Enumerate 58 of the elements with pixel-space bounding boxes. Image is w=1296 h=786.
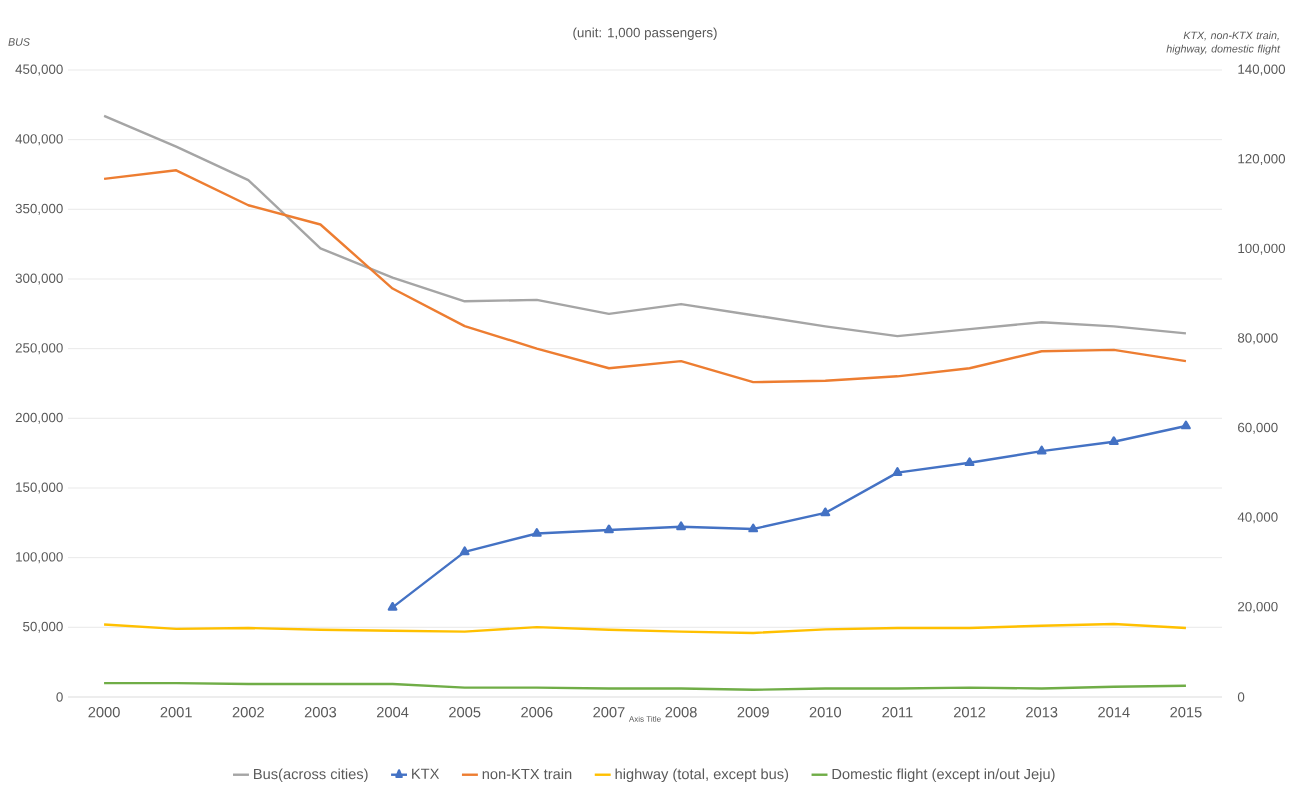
legend-label: KTX — [412, 768, 440, 779]
line-series — [102, 114, 1188, 338]
point — [1181, 420, 1191, 430]
y-tick-label: 50,000 — [23, 621, 63, 633]
x-tick-label: 2015 — [1170, 706, 1202, 718]
point — [604, 524, 614, 534]
x-tick-label: 2004 — [376, 706, 409, 718]
y-tick-label: 150,000 — [16, 482, 63, 494]
point — [820, 507, 831, 517]
point — [459, 546, 470, 556]
point — [748, 523, 759, 533]
y-axis-title: BUS — [8, 38, 30, 46]
y2-tick-label: 0 — [1237, 692, 1245, 702]
point — [676, 521, 686, 530]
y-tick-label: 450,000 — [15, 64, 63, 76]
x-tick-label: 2003 — [304, 706, 337, 718]
x-tick-label: 2010 — [809, 706, 842, 718]
x-tick-label: 2009 — [737, 706, 769, 718]
y2-axis-title: KTX, non-KTX train, highway, domestic flight — [1166, 31, 1281, 55]
y2-tick-label: 100,000 — [1238, 243, 1286, 255]
y-tick-label: 200,000 — [15, 412, 63, 424]
point — [387, 601, 398, 611]
x-tick-label: 2001 — [160, 706, 192, 718]
y-tick-label: 100,000 — [16, 551, 63, 563]
legend-label: non-KTX train — [482, 768, 572, 779]
x-tick-label: 2005 — [449, 706, 481, 718]
legend-label: Domestic flight (except in/out Jeju) — [832, 768, 1055, 782]
point — [1108, 436, 1119, 445]
y-tick-label: 0 — [56, 692, 63, 702]
point — [964, 457, 975, 466]
x-tick-label: 2008 — [665, 706, 697, 718]
x-tick-label: 2012 — [953, 706, 986, 718]
y-tick-label: 350,000 — [15, 203, 63, 215]
line-series — [102, 168, 1188, 384]
y-tick-label: 400,000 — [15, 133, 63, 145]
y2-tick-label: 80,000 — [1237, 333, 1278, 345]
x-axis-title: Axis Title — [628, 715, 661, 722]
x-tick-label: 2002 — [232, 706, 264, 718]
point — [531, 527, 542, 537]
y2-tick-label: 60,000 — [1238, 422, 1278, 434]
y2-tick-label: 40,000 — [1237, 512, 1278, 524]
y2-tick-label: 140,000 — [1238, 64, 1286, 76]
legend-label: highway (total, except bus) — [615, 768, 789, 782]
y-tick-label: 300,000 — [15, 273, 63, 285]
chart-title: (unit: 1,000 passengers) — [573, 27, 717, 40]
x-tick-label: 2000 — [88, 706, 120, 718]
legend-label: Bus(across cities) — [254, 768, 368, 782]
x-tick-label: 2014 — [1098, 706, 1130, 718]
y-tick-label: 250,000 — [15, 342, 63, 354]
x-tick-label: 2006 — [521, 706, 553, 718]
line-series — [102, 622, 1188, 634]
point — [892, 466, 903, 476]
x-tick-label: 2011 — [882, 706, 913, 718]
y2-tick-label: 120,000 — [1238, 153, 1286, 165]
x-tick-label: 2013 — [1026, 706, 1058, 718]
point — [1036, 445, 1047, 455]
y2-tick-label: 20,000 — [1238, 601, 1278, 613]
x-tick-label: 2007 — [593, 706, 625, 718]
